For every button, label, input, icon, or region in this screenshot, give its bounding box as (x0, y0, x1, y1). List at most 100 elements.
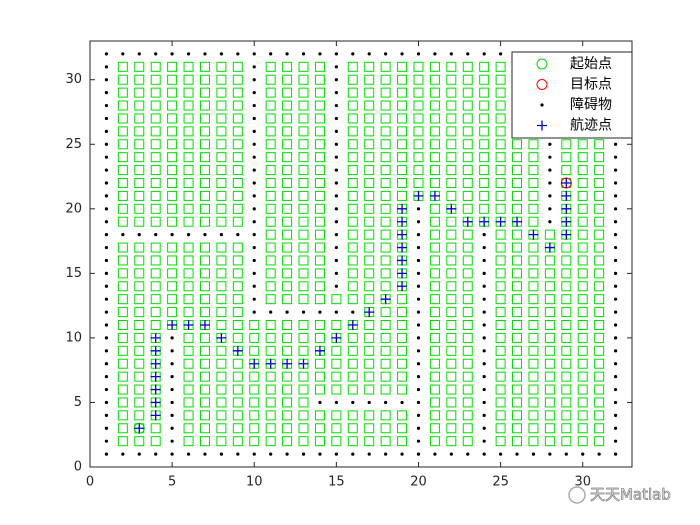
marker-square (199, 165, 210, 176)
marker-square (364, 165, 375, 176)
marker-square (298, 74, 309, 85)
marker-square (380, 268, 391, 279)
marker-square (380, 216, 391, 227)
marker-square (446, 436, 457, 447)
marker-square (495, 100, 506, 111)
marker-dot (104, 413, 109, 417)
marker-square (364, 100, 375, 111)
marker-square (512, 139, 523, 150)
marker-square (314, 384, 325, 395)
marker-square (216, 203, 227, 214)
marker-dot (613, 387, 618, 392)
marker-square (594, 436, 605, 447)
marker-square (380, 423, 391, 434)
marker-dot (416, 336, 421, 340)
axes-box (89, 40, 633, 468)
marker-square (298, 126, 309, 137)
marker-dot (548, 181, 552, 185)
marker-plus (249, 358, 260, 369)
marker-square (314, 74, 325, 85)
marker-square (232, 397, 243, 408)
marker-dot (416, 284, 421, 288)
marker-dot (104, 323, 109, 327)
marker-square (167, 255, 178, 266)
marker-dot (186, 233, 191, 237)
marker-square (380, 320, 391, 330)
marker-square (232, 61, 243, 72)
x-tick-label: 30 (574, 475, 591, 490)
marker-square (134, 255, 145, 266)
marker-square (331, 410, 342, 421)
marker-dot (269, 52, 273, 56)
marker-dot (416, 258, 421, 263)
marker-dot (597, 452, 601, 456)
marker-dot (334, 91, 338, 95)
marker-dot (334, 168, 338, 172)
marker-square (462, 436, 473, 447)
marker-square (594, 358, 605, 369)
legend-label: 障碍物 (570, 97, 612, 113)
marker-square (298, 190, 309, 201)
marker-dot (613, 155, 618, 159)
marker-dot (252, 207, 256, 211)
marker-square (282, 281, 293, 292)
marker-square (380, 152, 391, 163)
marker-dot (416, 245, 421, 250)
marker-square (512, 229, 523, 240)
marker-square (577, 345, 588, 356)
marker-dot (482, 375, 486, 379)
marker-dot (104, 116, 109, 121)
marker-square (265, 152, 276, 163)
marker-square (397, 113, 408, 124)
marker-dot (252, 297, 256, 301)
legend-label: 目标点 (570, 77, 612, 93)
marker-dot (482, 413, 486, 417)
marker-dot (367, 400, 371, 405)
marker-square (577, 165, 588, 176)
marker-dot (531, 452, 536, 456)
marker-square (117, 203, 128, 214)
marker-square (380, 436, 391, 447)
marker-square (347, 100, 358, 111)
marker-square (446, 423, 457, 434)
marker-square (479, 139, 490, 150)
marker-square (117, 358, 128, 369)
marker-dot (318, 452, 322, 456)
marker-square (265, 190, 276, 201)
marker-square (134, 178, 145, 188)
marker-square (446, 397, 457, 408)
marker-square (364, 113, 375, 124)
marker-dot (515, 452, 519, 456)
marker-square (117, 87, 128, 98)
marker-dot (104, 271, 109, 275)
marker-square (594, 178, 605, 188)
marker-square (397, 384, 408, 395)
marker-square (167, 216, 178, 227)
marker-square (380, 61, 391, 72)
marker-square (544, 371, 555, 382)
marker-square (134, 358, 145, 369)
marker-dot (400, 400, 404, 405)
marker-dot (252, 155, 256, 159)
marker-plus (561, 216, 572, 227)
marker-dot (104, 362, 109, 366)
marker-dot (613, 245, 618, 250)
marker-square (544, 384, 555, 395)
marker-square (544, 436, 555, 447)
marker-square (216, 100, 227, 111)
marker-square (429, 178, 440, 188)
marker-dot (482, 426, 486, 430)
marker-square (479, 100, 490, 111)
marker-square (199, 152, 210, 163)
marker-square (512, 294, 523, 305)
marker-square (495, 255, 506, 266)
marker-square (232, 113, 243, 124)
marker-square (577, 332, 588, 343)
marker-square (512, 436, 523, 447)
marker-square (216, 126, 227, 137)
marker-square (347, 294, 358, 305)
marker-dot (137, 452, 141, 456)
marker-square (413, 126, 424, 137)
marker-square (429, 307, 440, 318)
marker-square (265, 320, 276, 330)
